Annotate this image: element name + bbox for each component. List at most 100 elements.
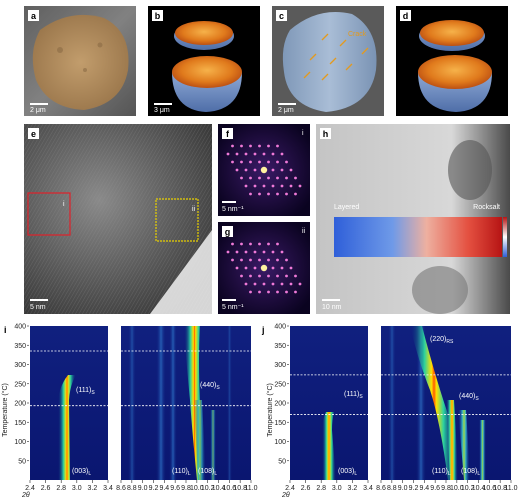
xtick-label: 10.6	[223, 485, 237, 492]
xtick-label: 10.2	[461, 485, 475, 492]
xtick-label: 10.6	[483, 485, 497, 492]
fft-spot	[276, 176, 279, 180]
fft-spot	[280, 184, 284, 188]
ytick-label: 250	[274, 381, 286, 388]
xtick-label: 10.0	[190, 485, 204, 492]
panel-j-peak-440	[458, 410, 470, 480]
fft-spot	[231, 144, 234, 148]
fft-spot	[289, 266, 293, 270]
xtick-label: 10.8	[493, 485, 507, 492]
fft-spot	[294, 274, 297, 278]
fft-spot	[289, 168, 293, 172]
xtick-label: 10.0	[450, 485, 464, 492]
panel-i-peak-003	[58, 375, 76, 480]
xtick-label: 8.8	[127, 485, 137, 492]
panel-i-yticks: 50 100 150 200 250 300 350 400	[14, 324, 29, 465]
fft-spot	[260, 264, 268, 272]
fft-spot	[240, 258, 243, 262]
xtick-label: 2.8	[316, 485, 326, 492]
ytick-label: 150	[274, 420, 286, 427]
fft-spot	[267, 176, 270, 180]
ytick-label: 100	[14, 439, 26, 446]
fft-spot	[253, 266, 257, 270]
panel-e: i ii e 5 nm	[24, 124, 212, 314]
ytick-label: 100	[274, 439, 286, 446]
panel-j-xticks-left: 2.4 2.6 2.8 3.0 3.2 3.4	[285, 480, 373, 492]
fft-spot	[285, 274, 288, 278]
fft-spot	[258, 290, 261, 294]
fft-spot	[249, 176, 252, 180]
fft-spot	[240, 160, 243, 164]
xtick-label: 9.8	[181, 485, 191, 492]
fft-spot	[262, 152, 266, 156]
panel-g-roman: ii	[302, 228, 306, 235]
xtick-label: 9.4	[159, 485, 169, 492]
ytick-label: 200	[274, 401, 286, 408]
fft-spot	[240, 274, 243, 278]
panel-j-peak-110	[446, 400, 458, 480]
panel-i-label-110: (110)L	[172, 468, 191, 477]
fft-spot	[249, 144, 252, 148]
panel-i-xticks-left: 2.4 2.6 2.8 3.0 3.2 3.4	[25, 480, 113, 492]
panel-b-scale: 3 μm	[154, 107, 170, 114]
panel-g: g ii 5 nm⁻¹	[218, 222, 310, 314]
xtick-label: 9.6	[430, 485, 440, 492]
fft-spot	[271, 168, 275, 172]
panel-c-annotation: Crack	[348, 31, 367, 38]
xtick-label: 2.6	[301, 485, 311, 492]
fft-spot	[240, 176, 243, 180]
panel-c-label: c	[279, 11, 284, 21]
panel-j-peak-220	[410, 326, 458, 480]
fft-spot	[276, 192, 279, 196]
fft-spot	[244, 250, 248, 254]
xtick-label: 2.4	[285, 485, 295, 492]
fft-spot	[271, 266, 275, 270]
fft-spot	[289, 184, 293, 188]
panel-j-dashed-lines	[290, 374, 511, 415]
fft-spot	[258, 144, 261, 148]
ytick-label: 400	[274, 324, 286, 331]
panel-e-box2: ii	[192, 206, 196, 213]
panel-a-label: a	[31, 11, 37, 21]
fft-spot	[231, 242, 234, 246]
xtick-label: 9.0	[398, 485, 408, 492]
fft-spot	[276, 290, 279, 294]
fft-spot	[280, 250, 284, 254]
fft-spot	[267, 274, 270, 278]
fft-spot	[285, 290, 288, 294]
fft-spot	[298, 184, 302, 188]
fft-spot	[244, 152, 248, 156]
fft-spot	[249, 242, 252, 246]
xtick-label: 9.2	[409, 485, 419, 492]
ytick-label: 250	[14, 381, 26, 388]
panel-j-label-220: (220)RS	[430, 336, 454, 345]
ytick-label: 50	[278, 458, 286, 465]
xtick-label: 9.0	[138, 485, 148, 492]
fft-spot	[267, 160, 270, 164]
fft-spot	[267, 192, 270, 196]
fft-spot	[235, 266, 239, 270]
fft-spot	[244, 266, 248, 270]
fft-spot	[276, 242, 279, 246]
panel-j-peak-108	[479, 420, 486, 480]
panel-b: b 3 μm	[148, 6, 260, 116]
fft-spot	[244, 184, 248, 188]
fft-spot	[253, 184, 257, 188]
fft-spot	[226, 250, 230, 254]
panel-i-label-108: (108)L	[198, 468, 217, 477]
panel-j: j Temperature (°C) 50 100 150 200 250 300 350 4…	[261, 324, 518, 500]
panel-i-label-440: (440)S	[200, 382, 220, 391]
ytick-label: 200	[14, 401, 26, 408]
fft-spot	[240, 242, 243, 246]
fft-spot	[253, 168, 257, 172]
panel-j-label-003: (003)L	[338, 468, 357, 477]
fft-spot	[285, 192, 288, 196]
fft-spot	[271, 152, 275, 156]
fft-spot	[280, 152, 284, 156]
panel-a-scale: 2 μm	[30, 107, 46, 114]
fft-spot	[276, 258, 279, 262]
fft-spot	[267, 144, 270, 148]
xtick-label: 9.2	[149, 485, 159, 492]
fft-spot	[298, 282, 302, 286]
